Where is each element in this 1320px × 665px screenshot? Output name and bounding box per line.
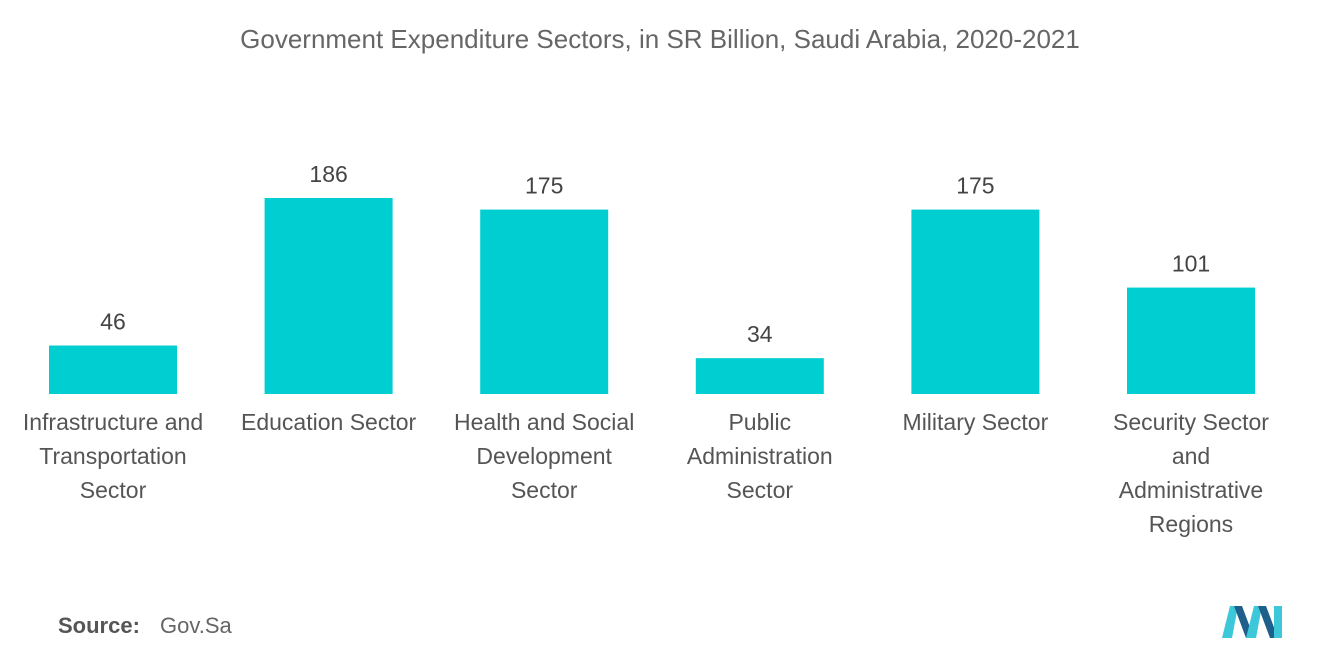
data-label: 46 (100, 309, 126, 335)
data-label: 101 (1172, 251, 1210, 277)
data-label: 175 (956, 173, 994, 199)
bar (480, 209, 609, 394)
bar (264, 198, 393, 394)
category-label: Public Administration Sector (686, 409, 833, 503)
category-label: Security Sector and Administrative Regio… (1113, 409, 1269, 537)
bar (1127, 287, 1255, 394)
category-label: Military Sector (902, 409, 1049, 435)
source-label: Source: (58, 613, 140, 638)
bar (49, 345, 177, 394)
data-label: 34 (747, 321, 773, 347)
category-label: Education Sector (241, 409, 417, 435)
bar (911, 209, 1040, 394)
data-label: 175 (525, 173, 563, 199)
chart-title: Government Expenditure Sectors, in SR Bi… (240, 24, 1080, 54)
source-value: Gov.Sa (160, 613, 232, 638)
source-note: Source: Gov.Sa (58, 613, 232, 639)
bar (695, 358, 824, 394)
category-label: Health and Social Development Sector (454, 409, 635, 503)
category-label: Infrastructure and Transportation Sector (22, 409, 204, 503)
mordor-intelligence-logo-icon (1222, 606, 1282, 638)
data-label: 186 (309, 161, 347, 187)
